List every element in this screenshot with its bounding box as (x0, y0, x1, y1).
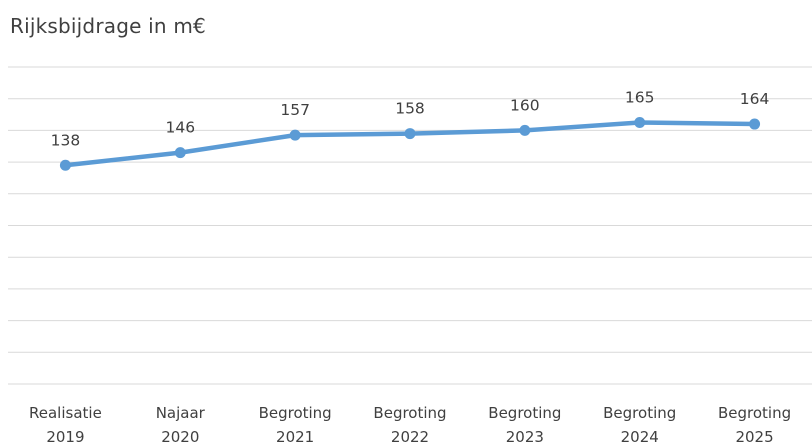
data-points (59, 116, 761, 171)
data-point (404, 128, 416, 140)
data-point (59, 159, 71, 171)
data-label: 165 (625, 88, 655, 106)
chart-title: Rijksbijdrage in m€ (10, 14, 206, 38)
x-tick-label: Begroting (603, 404, 676, 422)
x-tick-label: 2024 (621, 428, 659, 446)
x-tick-label: Begroting (373, 404, 446, 422)
data-label: 157 (280, 101, 310, 119)
data-label: 146 (165, 119, 195, 137)
x-tick-label: 2023 (506, 428, 544, 446)
x-tick-label: Najaar (156, 404, 206, 422)
x-tick-label: Begroting (718, 404, 791, 422)
data-label: 164 (740, 90, 770, 108)
x-tick-label: Begroting (488, 404, 561, 422)
data-point (749, 118, 761, 130)
x-tick-label: Realisatie (29, 404, 102, 422)
data-label: 160 (510, 96, 540, 114)
gridlines (8, 66, 812, 385)
x-tick-label: 2021 (276, 428, 314, 446)
data-point (634, 116, 646, 128)
data-label: 158 (395, 100, 425, 118)
data-point (289, 129, 301, 141)
data-point (174, 147, 186, 159)
data-label: 138 (51, 131, 81, 149)
data-labels: 138 146 157 158 160 165 164 (51, 88, 770, 149)
x-tick-label: 2020 (161, 428, 199, 446)
x-tick-label: 2025 (735, 428, 773, 446)
x-axis-tick-labels: Realisatie 2019 Najaar 2020 Begroting 2021 Beg… (29, 404, 791, 446)
data-point (519, 124, 531, 136)
x-tick-label: Begroting (259, 404, 332, 422)
x-tick-label: 2022 (391, 428, 429, 446)
x-tick-label: 2019 (46, 428, 84, 446)
